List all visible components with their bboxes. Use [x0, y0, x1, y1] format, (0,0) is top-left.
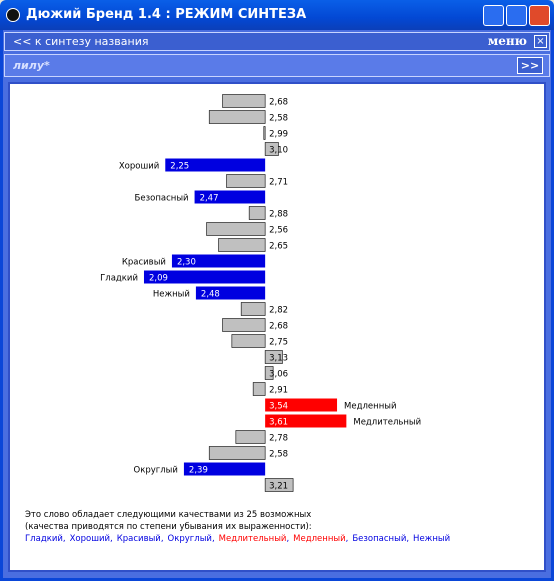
bar: [208, 446, 266, 460]
bar: [231, 334, 266, 348]
value-label: 2,30: [177, 258, 196, 268]
summary: Это слово обладает следующими качествами…: [25, 509, 454, 545]
quality-item: Медлительный: [219, 534, 294, 544]
bar: [264, 142, 279, 156]
value-label: 2,65: [269, 242, 288, 252]
value-label: 2,82: [269, 306, 288, 316]
category-label: Красивый: [122, 258, 166, 268]
quality-item: Красивый: [117, 534, 168, 544]
value-label: 2,75: [269, 338, 288, 348]
quality-item: Нежный: [413, 534, 451, 544]
value-label: 2,78: [269, 434, 288, 444]
bar: [264, 350, 283, 364]
value-label: 2,58: [269, 450, 288, 460]
bar: [222, 318, 266, 332]
value-label: 3,61: [269, 418, 288, 428]
value-label: 2,88: [269, 210, 288, 220]
bar: [263, 126, 266, 140]
quality-item: Хороший: [70, 534, 117, 544]
quality-item: Гладкий: [25, 534, 70, 544]
close-button[interactable]: ×: [534, 35, 547, 48]
value-label: 2,58: [269, 114, 288, 124]
summary-text: (качества приводятся по степени убывания…: [25, 522, 312, 532]
value-label: 3,06: [269, 370, 288, 380]
value-label: 2,25: [170, 162, 189, 172]
value-label: 2,48: [201, 290, 220, 300]
maximize-button[interactable]: [506, 5, 527, 26]
app-icon: [6, 8, 20, 22]
bar: [143, 270, 266, 284]
bar: [194, 190, 266, 204]
value-label: 2,09: [149, 274, 168, 284]
back-link[interactable]: << к синтезу названия: [13, 35, 149, 48]
quality-item: Медленный: [293, 534, 352, 544]
bar: [171, 254, 266, 268]
bar: [208, 110, 266, 124]
menu-button[interactable]: меню: [487, 34, 527, 48]
bar: [218, 238, 266, 252]
bar: [264, 366, 274, 380]
bar: [165, 158, 266, 172]
value-label: 2,68: [269, 322, 288, 332]
quality-list: ГладкийХорошийКрасивыйОкруглыйМедлительн…: [25, 533, 454, 545]
bar: [222, 94, 266, 108]
value-label: 2,68: [269, 98, 288, 108]
value-label: 3,13: [269, 354, 288, 364]
bar: [252, 382, 266, 396]
next-button[interactable]: >>: [517, 57, 543, 74]
value-label: 3,21: [269, 482, 288, 492]
window-title: Дюжий Бренд 1.4 : РЕЖИМ СИНТЕЗА: [26, 7, 307, 22]
summary-text: Это слово обладает следующими качествами…: [25, 510, 312, 520]
category-label: Хороший: [119, 162, 159, 172]
bar: [264, 478, 294, 492]
category-label: Безопасный: [135, 194, 189, 204]
bar: [183, 462, 266, 476]
bar: [226, 174, 266, 188]
minimize-button[interactable]: [483, 5, 504, 26]
toolbar: << к синтезу названия меню ×: [4, 32, 550, 51]
title-bar: Дюжий Бренд 1.4 : РЕЖИМ СИНТЕЗА: [0, 0, 554, 30]
category-label: Медленный: [344, 402, 396, 412]
category-label: Нежный: [153, 290, 190, 300]
current-name: лилу*: [13, 59, 50, 72]
value-label: 2,56: [269, 226, 288, 236]
bar: [265, 414, 347, 428]
value-label: 3,54: [269, 402, 288, 412]
value-label: 3,10: [269, 146, 288, 156]
value-label: 2,39: [189, 466, 208, 476]
category-label: Медлительный: [353, 418, 421, 428]
bar: [206, 222, 266, 236]
quality-item: Округлый: [168, 534, 219, 544]
bar: [235, 430, 266, 444]
bar: [195, 286, 266, 300]
value-label: 2,71: [269, 178, 288, 188]
close-window-button[interactable]: [529, 5, 550, 26]
quality-item: Безопасный: [352, 534, 413, 544]
value-label: 2,47: [200, 194, 219, 204]
bar: [265, 398, 338, 412]
bar: [248, 206, 266, 220]
value-label: 2,99: [269, 130, 288, 140]
value-label: 2,91: [269, 386, 288, 396]
bar: [240, 302, 266, 316]
category-label: Округлый: [134, 466, 178, 476]
name-bar: лилу* >>: [4, 54, 550, 77]
category-label: Гладкий: [100, 274, 138, 284]
